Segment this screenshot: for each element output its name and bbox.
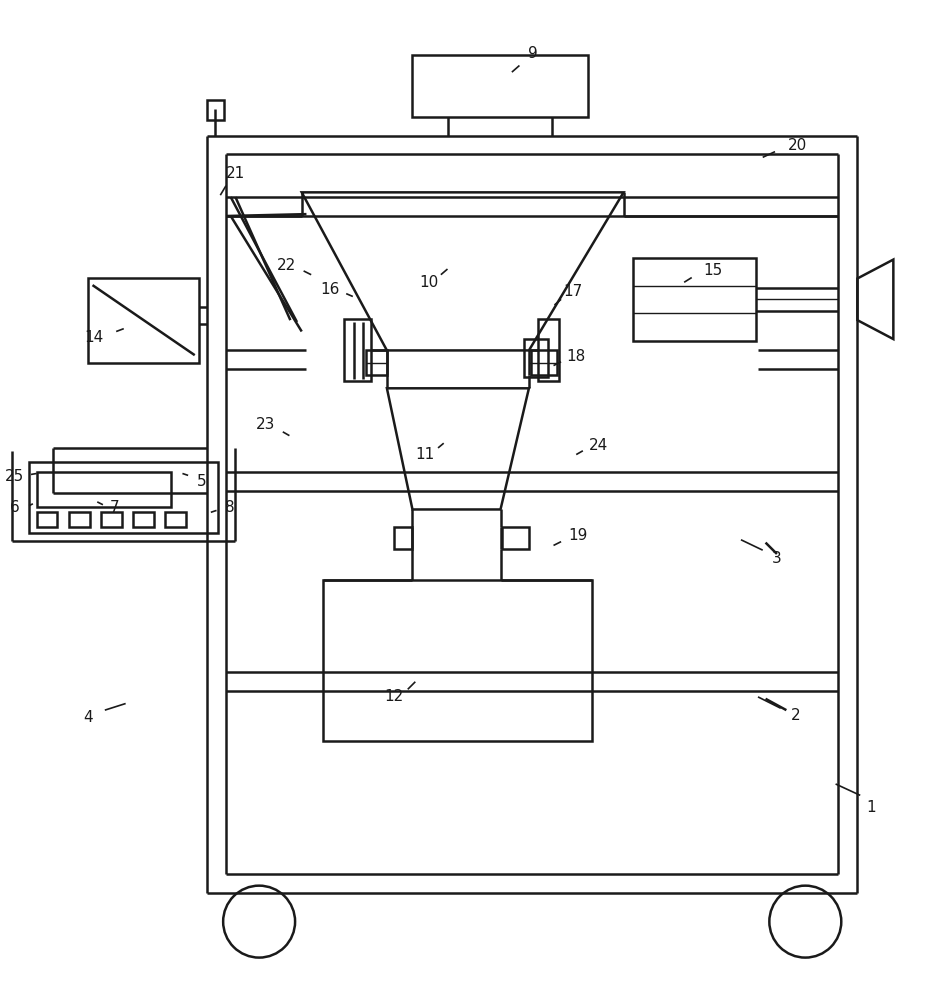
Bar [165, 512, 186, 527]
Bar [412, 55, 588, 117]
Bar [344, 319, 371, 381]
Bar [322, 580, 592, 741]
Text: 23: 23 [256, 417, 276, 432]
Bar [207, 100, 224, 120]
Text: 14: 14 [83, 330, 103, 345]
Bar [502, 527, 529, 549]
Text: 17: 17 [564, 284, 583, 299]
Bar [37, 472, 171, 507]
Bar [531, 350, 557, 375]
Text: 9: 9 [528, 46, 538, 61]
Text: 8: 8 [225, 500, 234, 515]
Text: 12: 12 [384, 689, 403, 704]
Text: 22: 22 [277, 258, 296, 273]
Text: 20: 20 [788, 138, 808, 153]
Bar [69, 512, 90, 527]
Text: 19: 19 [569, 528, 588, 543]
Bar [134, 512, 154, 527]
Text: 18: 18 [567, 349, 586, 364]
Text: 16: 16 [320, 282, 339, 297]
Text: 24: 24 [590, 438, 609, 453]
Text: 15: 15 [702, 263, 722, 278]
Bar [538, 319, 559, 381]
Bar [101, 512, 122, 527]
Text: 5: 5 [196, 474, 206, 489]
Text: 25: 25 [6, 469, 25, 484]
Text: 21: 21 [226, 166, 246, 181]
Bar [366, 350, 387, 375]
Bar [29, 462, 218, 533]
Text: 7: 7 [109, 500, 119, 515]
Text: 1: 1 [866, 800, 876, 815]
Text: 4: 4 [83, 710, 93, 725]
Text: 11: 11 [415, 447, 434, 462]
Text: 6: 6 [10, 500, 20, 515]
Bar [524, 339, 548, 377]
Text: 10: 10 [419, 275, 438, 290]
Text: 2: 2 [791, 708, 801, 723]
Bar [393, 527, 412, 549]
Bar [88, 278, 199, 363]
Text: 3: 3 [772, 551, 782, 566]
Bar [633, 258, 757, 341]
Bar [37, 512, 58, 527]
